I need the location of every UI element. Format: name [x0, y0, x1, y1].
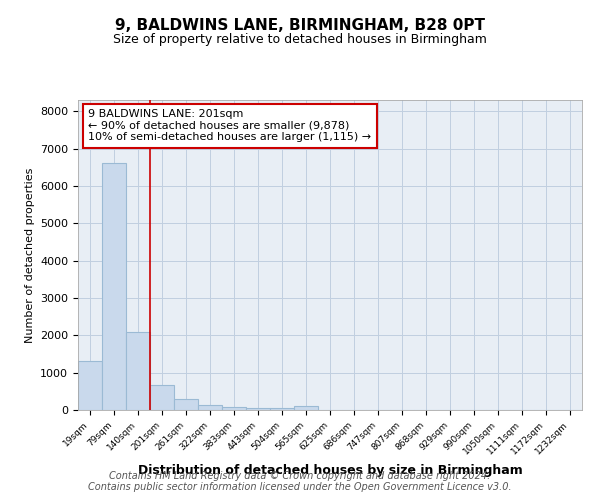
Text: 9, BALDWINS LANE, BIRMINGHAM, B28 0PT: 9, BALDWINS LANE, BIRMINGHAM, B28 0PT: [115, 18, 485, 32]
Bar: [78, 362, 102, 410]
Text: Size of property relative to detached houses in Birmingham: Size of property relative to detached ho…: [113, 32, 487, 46]
Y-axis label: Number of detached properties: Number of detached properties: [25, 168, 35, 342]
X-axis label: Distribution of detached houses by size in Birmingham: Distribution of detached houses by size …: [137, 464, 523, 477]
Bar: [198, 405, 222, 410]
Bar: [270, 408, 294, 410]
Text: 9 BALDWINS LANE: 201sqm
← 90% of detached houses are smaller (9,878)
10% of semi: 9 BALDWINS LANE: 201sqm ← 90% of detache…: [88, 110, 371, 142]
Bar: [150, 386, 174, 410]
Bar: [126, 332, 150, 410]
Bar: [222, 408, 246, 410]
Bar: [246, 408, 270, 410]
Bar: [102, 164, 126, 410]
Text: Contains HM Land Registry data © Crown copyright and database right 2024.
Contai: Contains HM Land Registry data © Crown c…: [88, 471, 512, 492]
Bar: [174, 399, 198, 410]
Bar: [294, 406, 318, 410]
